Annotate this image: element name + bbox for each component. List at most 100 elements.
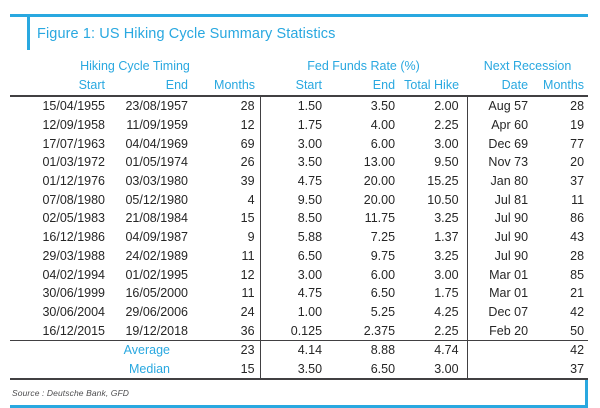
table-cell: 13.00 [363, 155, 396, 170]
table-cell: 9 [196, 227, 261, 247]
table-cell: Jul 90 [494, 248, 529, 263]
table-cell: 19 [570, 118, 585, 133]
table-cell: 8.50 [297, 211, 323, 226]
table-cell: 12/09/1958 [42, 118, 105, 133]
table-cell: 6.50 [370, 286, 396, 301]
table-cell: 15.25 [400, 171, 468, 191]
summary-cell: 4.74 [400, 339, 468, 360]
table-cell: 3.25 [400, 209, 468, 228]
table-cell: Dec 07 [488, 304, 529, 319]
table-cell: 1.00 [297, 304, 323, 319]
summary-label: Average [10, 339, 196, 360]
table-cell: 24 [196, 302, 261, 322]
column-header: Months [533, 75, 589, 97]
table-cell: 1.37 [400, 227, 468, 247]
table-cell: 2.375 [363, 323, 396, 338]
summary-cell: 42 [533, 339, 589, 360]
column-group-header: Hiking Cycle Timing [80, 59, 190, 73]
table-cell: 11 [571, 192, 585, 207]
column-header: Start [260, 75, 329, 97]
table-cell: 20.00 [363, 174, 396, 189]
column-group-header: Next Recession [483, 59, 572, 73]
table-cell: 4.75 [297, 286, 323, 301]
table-cell: 7.25 [370, 230, 396, 245]
column-header: Date [467, 75, 534, 97]
summary-label: Median [129, 361, 170, 376]
table-cell: 85 [570, 267, 585, 282]
table-cell: Apr 60 [491, 118, 529, 133]
table-cell: 04/04/1969 [125, 136, 188, 151]
table-row: 15/04/1955 23/08/1957 28 1.50 3.50 2.00 Aug 57… [10, 96, 588, 116]
table-cell: 1.50 [297, 99, 323, 114]
table-cell: 21 [570, 286, 585, 301]
summary-cell: 23 [196, 339, 261, 360]
table-header: Hiking Cycle Timing Fed Funds Rate (%) Nex… [10, 57, 589, 97]
table-cell: 28 [570, 99, 585, 114]
table-cell: 2.25 [400, 321, 468, 341]
column-header: Total Hike [400, 75, 468, 97]
table-cell: 01/12/1976 [42, 174, 105, 189]
table-row: 12/09/1958 11/09/1959 12 1.75 4.00 2.25 Apr 60… [10, 115, 588, 135]
table-cell: 30/06/2004 [42, 304, 105, 319]
table-cell: 9.50 [297, 192, 323, 207]
source-strip: Source : Deutsche Bank, GFD [10, 379, 588, 405]
column-header: Months [196, 75, 261, 97]
figure-top-rule [10, 14, 588, 17]
table-cell: 11 [196, 246, 261, 266]
table-cell: 3.50 [370, 99, 396, 114]
table-row: 16/12/2015 19/12/2018 36 0.125 2.375 2.25 Feb … [10, 321, 588, 341]
column-header: End [328, 75, 401, 97]
table-cell: 20 [570, 155, 585, 170]
table-cell: 15 [196, 209, 261, 228]
table-cell: 9.75 [370, 248, 396, 263]
table-cell: 07/08/1980 [42, 192, 105, 207]
column-group-header: Fed Funds Rate (%) [307, 59, 420, 73]
table-cell: 77 [570, 136, 585, 151]
table-row: 01/03/1972 01/05/1974 26 3.50 13.00 9.50 Nov 7… [10, 153, 588, 172]
summary-cell: 37 [570, 361, 585, 376]
table-cell: 16/12/2015 [42, 323, 105, 338]
summary-cell: 3.00 [400, 359, 468, 379]
table-row: 30/06/2004 29/06/2006 24 1.00 5.25 4.25 Dec 07… [10, 302, 588, 322]
summary-cell: 6.50 [370, 361, 396, 376]
table-cell: Feb 20 [489, 323, 529, 338]
table-cell: 20.00 [363, 192, 396, 207]
table-cell: Jul 90 [494, 211, 529, 226]
table-cell: 04/09/1987 [125, 230, 188, 245]
table-cell: Dec 69 [488, 136, 529, 151]
table-cell: 4.00 [370, 118, 396, 133]
table-cell: 21/08/1984 [125, 211, 188, 226]
table-cell: 4.25 [400, 302, 468, 322]
table-cell: 19/12/2018 [125, 323, 188, 338]
table-cell: 26 [196, 153, 261, 172]
table-cell: 3.00 [297, 267, 323, 282]
table-row: 16/12/1986 04/09/1987 9 5.88 7.25 1.37 Jul 90 4… [10, 227, 588, 247]
summary-table: Hiking Cycle Timing Fed Funds Rate (%) Nex… [10, 57, 589, 380]
figure-container: Figure 1: US Hiking Cycle Summary Statis… [10, 14, 589, 408]
table-cell: 17/07/1963 [42, 136, 105, 151]
table-cell: 05/12/1980 [125, 192, 188, 207]
table-cell: 29/06/2006 [125, 304, 188, 319]
summary-row-median: Median 15 3.50 6.50 3.00 37 [10, 359, 588, 379]
table-cell: 69 [196, 134, 261, 154]
table-cell: 11.75 [364, 211, 396, 226]
table-cell: 28 [196, 96, 261, 116]
table-cell: Aug 57 [488, 99, 529, 114]
summary-row-average: Average 23 4.14 8.88 4.74 42 [10, 339, 589, 360]
table-cell: 50 [570, 323, 585, 338]
table-cell: 6.50 [297, 248, 323, 263]
table-cell: 6.00 [370, 136, 396, 151]
table-cell: 42 [570, 304, 585, 319]
table-cell: 29/03/1988 [42, 248, 105, 263]
table-cell: 0.125 [290, 323, 323, 338]
table-cell: 36 [196, 321, 261, 341]
table-row: 02/05/1983 21/08/1984 15 8.50 11.75 3.25 Jul 9… [10, 209, 588, 228]
table-cell: 9.50 [400, 153, 468, 172]
table-cell: 10.50 [400, 190, 468, 210]
table-cell: 15/04/1955 [42, 99, 105, 114]
table-cell: 02/05/1983 [42, 211, 105, 226]
table-cell: 4 [196, 190, 261, 210]
table-cell: 03/03/1980 [125, 174, 188, 189]
table-cell: 12 [196, 115, 261, 135]
table-cell: Nov 73 [488, 155, 529, 170]
